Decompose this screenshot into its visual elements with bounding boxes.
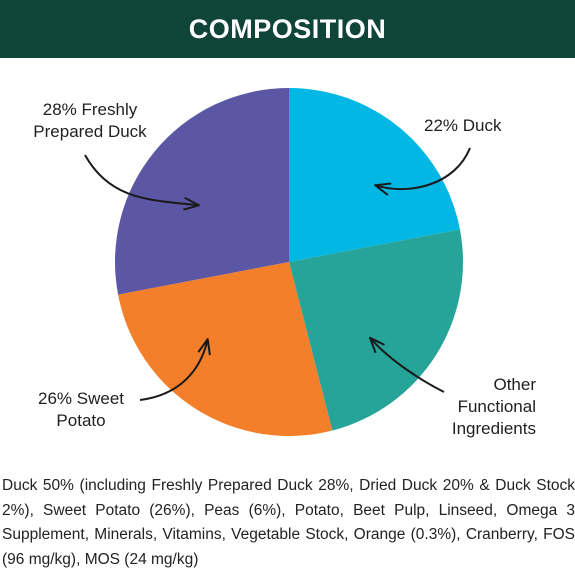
arrow-head-other	[369, 336, 385, 354]
label-fresh-duck: 28% Freshly Prepared Duck	[10, 99, 170, 143]
pie-slice-other	[289, 229, 464, 431]
pie-slice-fresh-duck	[114, 88, 289, 295]
arrow-line-sweet-potato	[139, 341, 208, 401]
page-title: COMPOSITION	[188, 13, 387, 44]
label-sweet-potato: 26% Sweet Potato	[26, 388, 136, 432]
arrow-duck	[374, 147, 471, 196]
label-fresh-duck-line-2: Prepared Duck	[33, 122, 147, 141]
label-duck-line-1: 22% Duck	[424, 116, 502, 135]
label-duck: 22% Duck	[424, 115, 544, 137]
pie-slice-sweet-potato	[118, 262, 333, 436]
header-banner: COMPOSITION	[0, 0, 575, 58]
label-other-line-3: Ingredients	[451, 419, 536, 438]
arrow-line-fresh-duck	[84, 154, 197, 206]
label-other: Other Functional Ingredients	[400, 374, 536, 440]
pie-chart	[84, 88, 471, 436]
arrow-fresh-duck	[84, 154, 200, 211]
arrow-head-sweet-potato	[197, 338, 211, 356]
arrow-other	[369, 336, 445, 393]
arrow-head-fresh-duck	[183, 196, 200, 211]
label-other-line-1: Other	[493, 375, 536, 394]
arrow-head-duck	[374, 182, 392, 196]
arrow-line-duck	[377, 147, 471, 190]
label-other-line-2: Functional	[457, 397, 536, 416]
arrow-sweet-potato	[139, 338, 211, 401]
pie-slice-duck	[289, 88, 460, 262]
label-sweet-potato-line-1: 26% Sweet	[38, 389, 124, 408]
label-sweet-potato-line-2: Potato	[56, 411, 106, 430]
label-arrows	[84, 147, 471, 401]
label-fresh-duck-line-1: 28% Freshly	[42, 100, 138, 119]
ingredients-description: Duck 50% (including Freshly Prepared Duc…	[2, 477, 575, 568]
pie-slices	[114, 88, 464, 436]
arrow-line-other	[371, 339, 445, 393]
